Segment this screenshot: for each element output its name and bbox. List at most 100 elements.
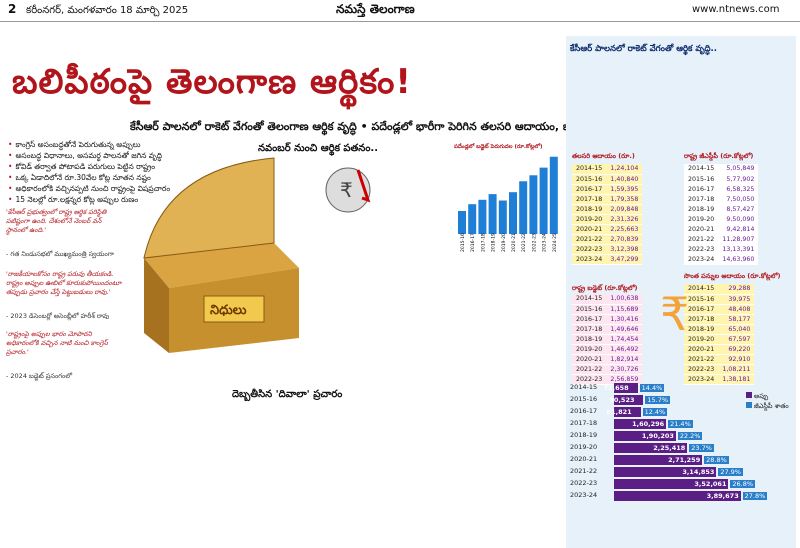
value-cell: 1,00,638 <box>606 294 643 305</box>
table-row: 2018-19 1,74,454 <box>572 334 643 345</box>
year-cell: 2014-15 <box>684 284 719 295</box>
table-row: 2023-24 14,63,960 <box>684 254 759 265</box>
vchart-tick-label: 2015-16 <box>460 233 466 252</box>
budget-vertical-chart: 2015-16 2016-17 2017-18 2018-19 2019-20 2020-… <box>458 156 558 252</box>
vchart-tick-label: 2024-25 <box>552 233 558 252</box>
value-cell: 14,63,960 <box>718 254 759 265</box>
table-row: 2019-20 1,46,492 <box>572 344 643 355</box>
bar-value-label: 72,658 <box>603 384 629 392</box>
value-cell: 2,30,726 <box>606 364 643 375</box>
table-row: 2022-23 3,12,398 <box>572 244 643 255</box>
vchart-tick-label: 2018-19 <box>491 233 497 252</box>
bar-value-label: 1,90,203 <box>641 432 674 440</box>
article-column-3 <box>234 402 344 546</box>
value-cell: 1,74,454 <box>606 334 643 345</box>
rupee-falling-icon: ₹ <box>325 167 371 213</box>
gsdp-table: 2014-15 5,05,849 2015-16 5,77,902 2016-17 6,5… <box>684 164 759 265</box>
year-cell: 2015-16 <box>684 294 719 305</box>
bullet-item: 15 నెలల్లో రూ.లక్షన్నర కోట్ల అప్పుల రుణం <box>8 195 138 206</box>
value-cell: 5,77,902 <box>718 174 759 185</box>
bar-pct-label: 27.8% <box>742 492 768 500</box>
value-cell: 1,15,689 <box>606 304 643 315</box>
bar-pct-label: 12.4% <box>642 408 668 416</box>
value-cell: 39,975 <box>718 294 755 305</box>
debt-bar <box>614 395 644 405</box>
subhead: కేసీఆర్ పాలనలో రాకెట్ వేగంతో తెలంగాణ ఆర్… <box>130 120 628 133</box>
value-cell: 58,177 <box>718 314 755 325</box>
value-cell: 3,12,398 <box>606 244 643 255</box>
year-cell: 2021-22 <box>572 234 607 245</box>
legend-debt: అప్పు <box>754 392 769 400</box>
year-cell: 2023-24 <box>684 374 719 385</box>
value-cell: 67,597 <box>718 334 755 345</box>
svg-text:₹: ₹ <box>340 178 353 202</box>
bar-category-label: 2017-18 <box>570 419 598 427</box>
vchart-tick-label: 2022-23 <box>531 233 537 252</box>
year-cell: 2020-21 <box>572 224 607 235</box>
vchart-bar <box>498 200 507 234</box>
budget-table-title: రాష్ట్ర బడ్జెట్ (రూ.కోట్లలో) <box>572 284 638 292</box>
year-cell: 2018-19 <box>572 334 607 345</box>
table-row: 2021-22 2,30,726 <box>572 364 643 375</box>
year-cell: 2015-16 <box>684 174 719 185</box>
chest-label: నిధులు <box>210 303 247 318</box>
table-row: 2023-24 3,47,299 <box>572 254 643 265</box>
table-row: 2020-21 69,220 <box>684 344 755 355</box>
page-number: 2 <box>8 2 17 16</box>
value-cell: 1,30,416 <box>606 314 643 325</box>
bar-category-label: 2022-23 <box>570 479 598 487</box>
table-row: 2018-19 65,040 <box>684 324 755 335</box>
table-row: 2016-17 48,408 <box>684 304 755 315</box>
year-cell: 2023-24 <box>572 254 607 265</box>
value-cell: 7,50,050 <box>718 194 759 205</box>
quote-source: - గత నిండుసభలో ముఖ్యమంత్రి స్వయంగా <box>6 250 114 258</box>
debt-bar <box>614 443 688 453</box>
value-cell: 2,25,663 <box>606 224 643 235</box>
article-column-2 <box>122 396 230 546</box>
value-cell: 1,82,914 <box>606 354 643 365</box>
value-cell: 1,24,104 <box>606 164 643 175</box>
year-cell: 2014-15 <box>572 294 607 305</box>
vchart-tick-label: 2023-24 <box>542 233 548 252</box>
year-cell: 2021-22 <box>684 234 719 245</box>
value-cell: 2,70,839 <box>606 234 643 245</box>
value-cell: 1,59,395 <box>606 184 643 195</box>
table-row: 2023-24 1,38,181 <box>684 374 755 385</box>
table-row: 2016-17 1,30,416 <box>572 314 643 325</box>
vchart-bar <box>458 210 466 234</box>
table-row: 2017-18 7,50,050 <box>684 194 759 205</box>
year-cell: 2022-23 <box>684 244 719 255</box>
table-row: 2019-20 2,31,326 <box>572 214 643 225</box>
year-cell: 2020-21 <box>572 354 607 365</box>
debt-bar <box>614 431 676 441</box>
headline: బలిపీఠంపై తెలంగాణ ఆర్థికం! <box>12 62 412 102</box>
debt-bar <box>614 419 667 429</box>
vchart-bar <box>529 175 538 234</box>
bar-value-label: 3,14,853 <box>682 468 715 476</box>
vchart-tick-label: 2019-20 <box>501 233 507 252</box>
value-cell: 1,79,358 <box>606 194 643 205</box>
bullet-item: కోవిడ్ తర్వాత పోటాపడి పరుగులు పెట్టిన రా… <box>8 162 155 173</box>
bar-value-label: 2,25,418 <box>653 444 686 452</box>
year-cell: 2019-20 <box>572 214 607 225</box>
bar-pct-label: 26.8% <box>730 480 756 488</box>
year-cell: 2016-17 <box>684 184 719 195</box>
budget-table: 2014-15 1,00,638 2015-16 1,15,689 2016-17 1,3… <box>572 294 643 385</box>
section-header-top: నవంబర్ నుంచి ఆర్థిక పతనం.. <box>258 143 378 154</box>
bar-category-label: 2019-20 <box>570 443 598 451</box>
table-row: 2022-23 13,13,391 <box>684 244 759 255</box>
year-cell: 2015-16 <box>572 174 607 185</box>
table-row: 2019-20 9,50,090 <box>684 214 759 225</box>
pull-quote: 'కేసీఆర్ ప్రభుత్వంలో రాష్ట్ర ఆర్థిక పరిస… <box>6 208 107 234</box>
pull-quote: 'రాజకీయాలకోసం రాష్ట్ర పరువు తీయకండి. రాష… <box>6 270 122 296</box>
value-cell: 8,57,427 <box>718 204 759 215</box>
value-cell: 1,38,181 <box>718 374 755 385</box>
table-row: 2022-23 1,08,211 <box>684 364 755 375</box>
pull-quote: 'రాష్ట్రంపై అప్పుల భారం మోపారని అధికారంల… <box>6 330 108 356</box>
dateline: కరీంనగర్, మంగళవారం 18 మార్చి 2025 <box>26 5 189 16</box>
table-row: 2015-16 39,975 <box>684 294 755 305</box>
value-cell: 6,58,325 <box>718 184 759 195</box>
year-cell: 2022-23 <box>572 244 607 255</box>
bullet-item: ఒక్క ఏడాదిలోనే రూ.30వేల కోట్ల నూతన నష్టం <box>8 173 150 184</box>
article-column-5 <box>456 262 562 546</box>
